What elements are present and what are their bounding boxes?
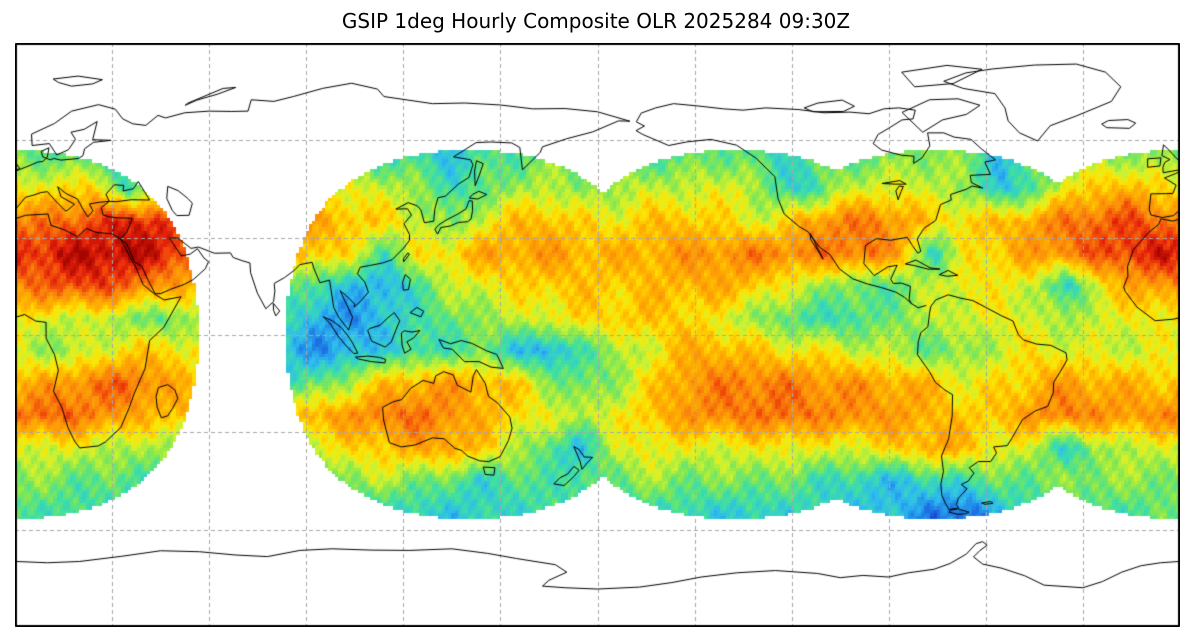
chart-title: GSIP 1deg Hourly Composite OLR 2025284 0… (341, 9, 851, 33)
plot-area (15, 43, 1180, 627)
world-olr-heatmap-canvas (15, 43, 1180, 627)
